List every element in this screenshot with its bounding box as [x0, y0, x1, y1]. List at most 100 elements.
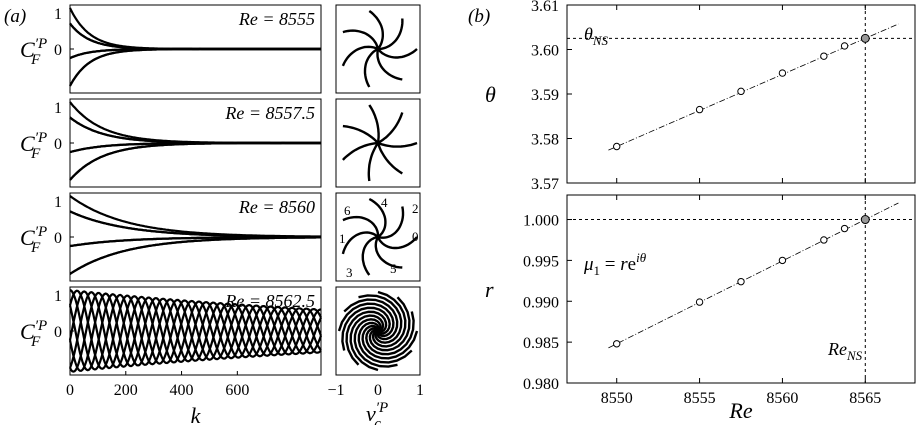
- phase-arm: [349, 314, 385, 372]
- series-line: [69, 141, 321, 181]
- phase-arm: [361, 324, 419, 360]
- data-point: [840, 42, 849, 50]
- mode-label: 3: [346, 265, 353, 280]
- phase-portrait: [341, 197, 418, 276]
- data-point: [613, 340, 621, 348]
- mode-label: 4: [381, 195, 388, 210]
- mode-label: 5: [390, 261, 397, 276]
- data-point: [820, 236, 828, 244]
- phase-arm: [365, 311, 415, 356]
- phase-arm: [368, 10, 384, 50]
- x-tick-label: 600: [225, 382, 249, 399]
- phase-arm: [343, 298, 399, 341]
- phase-arm: [341, 231, 379, 255]
- phase-x-tick-label: −1: [327, 382, 344, 399]
- x-tick-label: 200: [114, 382, 138, 399]
- y-tick-label: 0: [54, 42, 62, 59]
- y-tick-label: 3.58: [531, 132, 559, 149]
- fit-line: [608, 23, 899, 151]
- phase-x-axis-label: v′P c: [366, 400, 388, 425]
- panel-b: (b) 3.61 3.60 3.59 3.58 3.57 1.000 0.995 0.990 0.…: [468, 0, 916, 423]
- y-axis-label: r: [485, 277, 494, 302]
- panel-a: (a) 1 0 C′P F Re = 8555 1 0 C′P F Re = 8557.5 1 0 C′P…: [4, 4, 424, 425]
- series-line: [69, 47, 321, 87]
- x-tick-label: 400: [170, 382, 194, 399]
- x-tick-label: 8555: [684, 390, 716, 407]
- series-line: [69, 210, 321, 238]
- data-point: [820, 52, 828, 60]
- x-tick-label: 8565: [849, 390, 881, 407]
- phase-arm: [377, 141, 418, 148]
- data-point: [613, 142, 621, 151]
- panel-label-a: (a): [4, 6, 26, 27]
- phase-arm: [368, 104, 380, 144]
- re-label: Re = 8560: [238, 197, 315, 217]
- phase-arm: [371, 290, 407, 348]
- phase-arm: [341, 306, 391, 351]
- y-tick-label: 0.985: [523, 335, 559, 352]
- timeseries-curves: [69, 195, 321, 275]
- phase-x-tick-label: 1: [416, 382, 424, 399]
- data-point: [737, 277, 745, 286]
- theta-ns-label: θNS: [584, 24, 609, 48]
- y-axis-label: C′P F: [20, 130, 47, 162]
- phase-arm: [361, 235, 379, 276]
- panel-a-row-3: 10C′P FRe = 8562.5: [20, 286, 421, 376]
- phase-portrait: [341, 10, 418, 88]
- phase-frame: [335, 4, 421, 94]
- plot-frame: [566, 194, 916, 384]
- y-tick-label: 1.000: [523, 213, 559, 230]
- r-plot: 1.000 0.995 0.990 0.985 0.980: [523, 194, 916, 393]
- y-tick-label: 1: [54, 288, 62, 305]
- phase-arm: [342, 29, 380, 50]
- re-ns-label: ReNS: [827, 339, 863, 363]
- phase-arm: [367, 142, 379, 182]
- panel-a-row-0: 1 0 C′P F Re = 8555: [20, 4, 421, 94]
- data-point: [695, 105, 704, 114]
- phase-arm: [368, 197, 387, 238]
- re-label: Re = 8557.5: [224, 103, 315, 123]
- phase-arm: [341, 45, 379, 67]
- mode-label: 1: [339, 231, 346, 246]
- series-line: [68, 291, 322, 369]
- series-line: [69, 141, 321, 181]
- phase-arm: [342, 141, 379, 161]
- phase-arm: [377, 206, 405, 239]
- theta-plot: 3.61 3.60 3.59 3.58 3.57: [531, 0, 916, 193]
- timeseries-curves: [69, 101, 321, 181]
- panel-a-row-1: 1 0 C′P F Re = 8557.5: [20, 98, 421, 188]
- phase-arm: [377, 48, 418, 59]
- phase-arm: [345, 310, 388, 366]
- mode-label: 6: [344, 203, 351, 218]
- y-tick-label: 1: [54, 100, 62, 117]
- mode-label: 0: [412, 229, 419, 244]
- y-tick-label: 1: [54, 6, 62, 23]
- fit-line: [608, 202, 899, 349]
- timeseries-curves: [69, 7, 321, 87]
- y-tick-label: 1: [54, 194, 62, 211]
- y-tick-label: 3.60: [531, 43, 559, 60]
- phase-arm: [358, 294, 403, 344]
- re-label: Re = 8555: [238, 9, 315, 29]
- x-axis-label: k: [191, 403, 202, 425]
- phase-portrait: [342, 104, 418, 182]
- y-tick-label: 0.995: [523, 253, 559, 270]
- y-tick-label: 0.980: [523, 376, 559, 393]
- y-axis-label: C′P F: [20, 318, 47, 350]
- series-line: [69, 236, 321, 275]
- data-point: [737, 87, 745, 96]
- phase-arm: [376, 236, 418, 250]
- series-line: [68, 290, 323, 370]
- y-axis-label: θ: [485, 82, 496, 107]
- phase-frame: [335, 286, 421, 376]
- phase-frame: [335, 98, 421, 188]
- y-tick-label: 0: [54, 230, 62, 247]
- y-axis-label: C′P F: [20, 36, 47, 68]
- series-line: [69, 116, 321, 145]
- data-point: [840, 224, 849, 233]
- series-line: [69, 22, 321, 51]
- y-tick-label: 0: [54, 324, 62, 341]
- y-tick-label: 3.59: [531, 87, 559, 104]
- x-tick-label: 0: [66, 382, 74, 399]
- phase-arm: [377, 18, 404, 51]
